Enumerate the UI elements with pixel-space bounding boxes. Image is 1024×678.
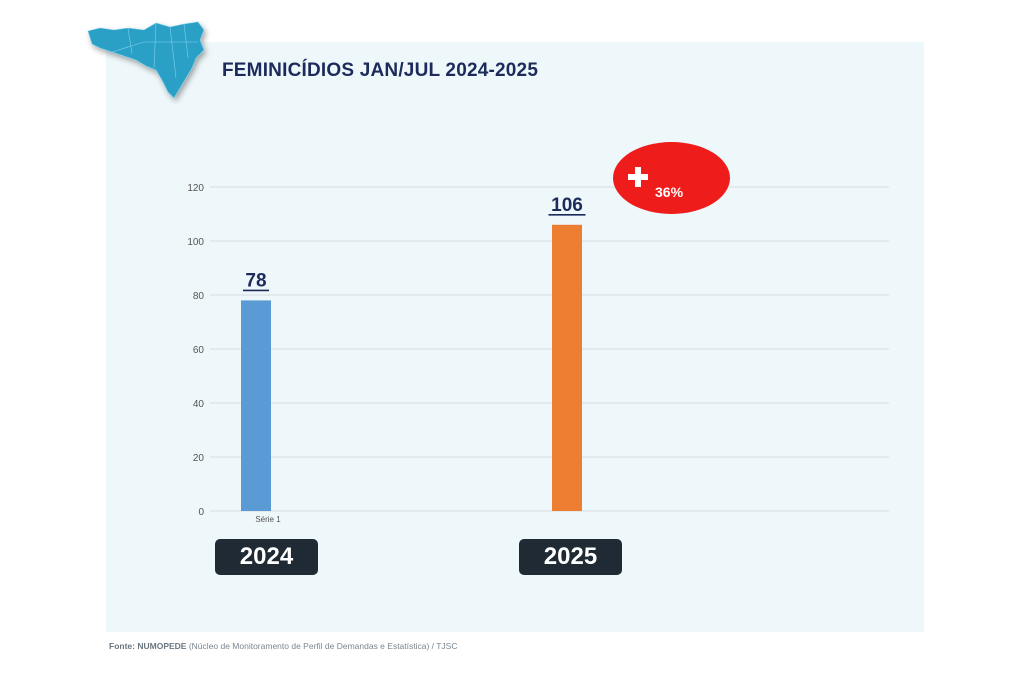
bar	[552, 224, 582, 512]
source-note: Fonte: NUMOPEDE (Núcleo de Monitoramento…	[109, 641, 458, 651]
y-tick-label: 100	[187, 237, 204, 248]
plus-icon	[628, 167, 648, 187]
y-tick-label: 20	[193, 453, 205, 464]
increase-percent: 36%	[655, 184, 684, 200]
increase-badge: 36%	[613, 142, 730, 214]
y-tick-label: 120	[187, 183, 204, 194]
y-tick-label: 60	[193, 345, 205, 356]
year-label-2025: 2025	[519, 539, 622, 575]
bar	[241, 300, 271, 511]
chart-title: FEMINICÍDIOS JAN/JUL 2024-2025	[222, 60, 539, 81]
year-label-2024: 2024	[215, 539, 318, 575]
y-tick-label: 40	[193, 399, 205, 410]
santa-catarina-map-icon	[87, 21, 205, 99]
source-org: NUMOPEDE	[137, 641, 187, 651]
y-tick-label: 0	[198, 507, 204, 518]
category-label: Série 1	[255, 515, 281, 524]
data-label: 106	[551, 195, 583, 216]
source-label: Fonte:	[109, 641, 135, 651]
data-label: 78	[245, 270, 266, 291]
y-tick-label: 80	[193, 291, 205, 302]
source-detail: (Núcleo de Monitoramento de Perfil de De…	[186, 641, 458, 651]
